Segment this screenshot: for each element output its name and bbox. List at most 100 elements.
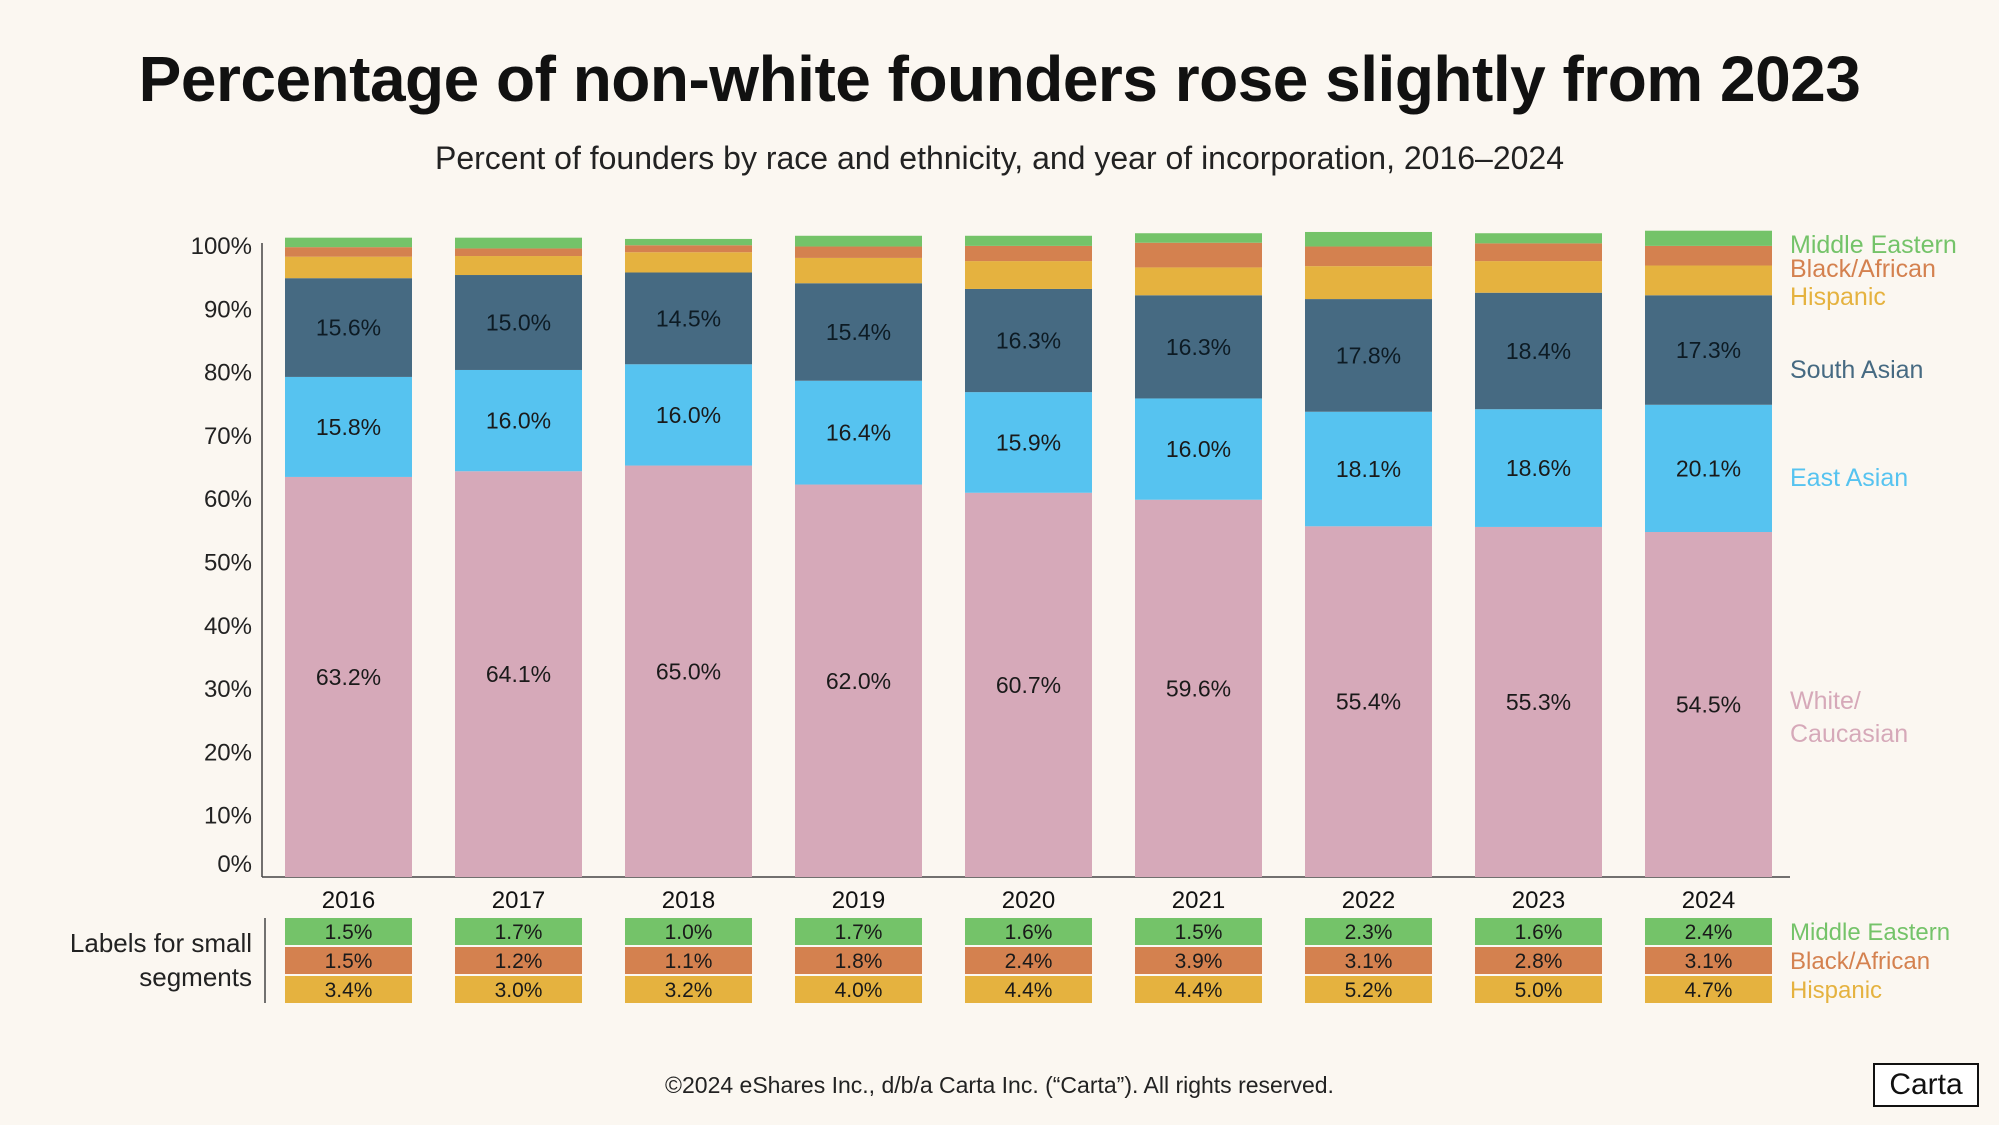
small-segments-label: Labels for small segments (69, 928, 252, 992)
x-tick-label: 2020 (1002, 887, 1055, 914)
data-label-white-caucasian: 55.3% (1506, 689, 1571, 715)
y-tick-label: 20% (204, 739, 252, 766)
copyright-footer: ©2024 eShares Inc., d/b/a Carta Inc. (“C… (665, 1072, 1334, 1098)
bar-segment-middle-eastern-2023 (1475, 233, 1602, 244)
data-label-south-asian: 18.4% (1506, 338, 1571, 364)
legend-white-caucasian: Caucasian (1790, 720, 1908, 748)
bar-segment-south-asian-2024 (1645, 295, 1772, 405)
bar-segment-east-asian-2021 (1135, 398, 1262, 500)
data-label-white-caucasian: 64.1% (486, 661, 551, 687)
data-label-south-asian: 16.3% (996, 328, 1061, 354)
data-label-white-caucasian: 60.7% (996, 672, 1061, 698)
small-segment-label-hispanic: 5.0% (1515, 979, 1563, 1002)
x-tick-label: 2016 (322, 887, 375, 914)
y-tick-label: 0% (217, 851, 252, 878)
bar-segment-east-asian-2018 (625, 364, 752, 466)
small-segment-cell-black-african (1475, 947, 1602, 974)
legend-white-caucasian: White/ (1790, 687, 1861, 715)
small-segment-label-black-african: 2.4% (1005, 950, 1053, 973)
x-tick-label: 2019 (832, 887, 885, 914)
small-segment-cell-hispanic (285, 976, 412, 1003)
bar-segment-south-asian-2019 (795, 283, 922, 381)
small-segment-cell-hispanic (455, 976, 582, 1003)
bar-segment-white-caucasian-2021 (1135, 499, 1262, 877)
data-label-south-asian: 14.5% (656, 305, 721, 331)
legend-middle-eastern: Middle Eastern (1790, 231, 1957, 259)
bar-segment-south-asian-2023 (1475, 292, 1602, 410)
bar-segment-black-african-2019 (795, 246, 922, 258)
small-segment-cell-black-african (625, 947, 752, 974)
data-label-east-asian: 15.8% (316, 414, 381, 440)
bar-segment-hispanic-2016 (285, 256, 412, 279)
bar-segment-south-asian-2017 (455, 275, 582, 370)
small-segment-cell-hispanic (625, 976, 752, 1003)
chart-subtitle: Percent of founders by race and ethnicit… (434, 140, 1565, 176)
small-segment-label-middle-eastern: 2.4% (1685, 921, 1733, 944)
small-segment-cell-middle-eastern (1475, 918, 1602, 945)
small-segment-cell-hispanic (795, 976, 922, 1003)
bar-segment-middle-eastern-2017 (455, 237, 582, 249)
data-label-white-caucasian: 59.6% (1166, 675, 1231, 701)
bar-segment-hispanic-2019 (795, 257, 922, 284)
chart-title: Percentage of non-white founders rose sl… (138, 43, 1861, 115)
bar-segment-black-african-2022 (1305, 246, 1432, 267)
x-tick-label: 2017 (492, 887, 545, 914)
small-segment-cell-middle-eastern (1135, 918, 1262, 945)
small-segment-cell-black-african (1645, 947, 1772, 974)
bar-segment-hispanic-2017 (455, 256, 582, 276)
bar-segment-south-asian-2022 (1305, 299, 1432, 412)
bar-segment-black-african-2016 (285, 247, 412, 257)
y-tick-label: 80% (204, 360, 252, 387)
table-legend-black-african: Black/African (1790, 948, 1930, 975)
bar-segment-hispanic-2023 (1475, 261, 1602, 293)
data-label-east-asian: 15.9% (996, 429, 1061, 455)
y-tick-label: 30% (204, 676, 252, 703)
y-tick-label: 60% (204, 486, 252, 513)
bar-segment-east-asian-2020 (965, 392, 1092, 493)
data-label-east-asian: 20.1% (1676, 455, 1741, 481)
small-segment-cell-black-african (285, 947, 412, 974)
small-segment-label-middle-eastern: 1.6% (1005, 921, 1053, 944)
small-segment-label-hispanic: 4.7% (1685, 979, 1733, 1002)
data-label-white-caucasian: 55.4% (1336, 689, 1401, 715)
small-segment-label-black-african: 3.1% (1345, 950, 1393, 973)
y-tick-label: 70% (204, 423, 252, 450)
small-segment-label-middle-eastern: 1.5% (325, 921, 373, 944)
small-segment-label-black-african: 1.2% (495, 950, 543, 973)
small-segment-label-middle-eastern: 1.6% (1515, 921, 1563, 944)
bar-segment-hispanic-2024 (1645, 265, 1772, 296)
bar-segment-black-african-2020 (965, 245, 1092, 262)
table-legend-middle-eastern: Middle Eastern (1790, 919, 1950, 946)
small-segment-cell-hispanic (1475, 976, 1602, 1003)
bar-segment-hispanic-2020 (965, 261, 1092, 289)
small-segment-cell-hispanic (1645, 976, 1772, 1003)
y-tick-label: 50% (204, 550, 252, 577)
bar-segment-hispanic-2022 (1305, 266, 1432, 300)
small-segment-label-black-african: 1.8% (835, 950, 883, 973)
bar-segment-black-african-2023 (1475, 243, 1602, 262)
data-label-white-caucasian: 54.5% (1676, 692, 1741, 718)
small-segment-cell-black-african (965, 947, 1092, 974)
x-tick-label: 2023 (1512, 887, 1565, 914)
small-segment-cell-black-african (455, 947, 582, 974)
data-label-south-asian: 17.8% (1336, 342, 1401, 368)
bar-segment-white-caucasian-2022 (1305, 526, 1432, 877)
data-label-south-asian: 16.3% (1166, 334, 1231, 360)
data-label-south-asian: 17.3% (1676, 337, 1741, 363)
bar-segment-black-african-2018 (625, 245, 752, 253)
bar-segment-middle-eastern-2019 (795, 235, 922, 247)
data-label-east-asian: 16.0% (656, 402, 721, 428)
small-segment-cell-middle-eastern (455, 918, 582, 945)
small-segment-cell-hispanic (1305, 976, 1432, 1003)
small-segment-label-black-african: 3.9% (1175, 950, 1223, 973)
y-tick-label: 10% (204, 803, 252, 830)
small-segment-cell-black-african (1305, 947, 1432, 974)
carta-logo: Carta (1873, 1063, 1979, 1107)
data-label-south-asian: 15.6% (316, 315, 381, 341)
small-segment-label-black-african: 1.5% (325, 950, 373, 973)
small-segment-label-middle-eastern: 1.0% (665, 921, 713, 944)
data-label-white-caucasian: 63.2% (316, 664, 381, 690)
bar-segment-middle-eastern-2020 (965, 235, 1092, 246)
small-segment-label-hispanic: 5.2% (1345, 979, 1393, 1002)
bar-segment-middle-eastern-2021 (1135, 233, 1262, 243)
